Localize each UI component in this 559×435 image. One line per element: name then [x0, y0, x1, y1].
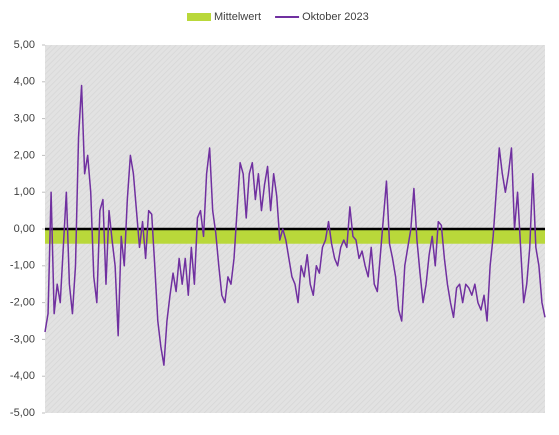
- y-tick-label: 0,00: [14, 223, 35, 235]
- y-tick-label: 1,00: [14, 186, 35, 198]
- y-tick-label: -5,00: [10, 407, 35, 419]
- y-tick-label: 5,00: [14, 39, 35, 51]
- y-tick-label: 3,00: [14, 113, 35, 125]
- legend-swatch: [187, 13, 211, 21]
- y-tick-label: 4,00: [14, 76, 35, 88]
- y-tick-label: -2,00: [10, 297, 35, 309]
- mean-band: [45, 229, 545, 244]
- y-tick-label: 2,00: [14, 149, 35, 161]
- y-tick-label: -4,00: [10, 370, 35, 382]
- y-tick-label: -1,00: [10, 260, 35, 272]
- legend-label: Oktober 2023: [302, 11, 369, 23]
- y-tick-label: -3,00: [10, 333, 35, 345]
- data-line: [44, 84, 546, 366]
- legend-label: Mittelwert: [214, 11, 261, 23]
